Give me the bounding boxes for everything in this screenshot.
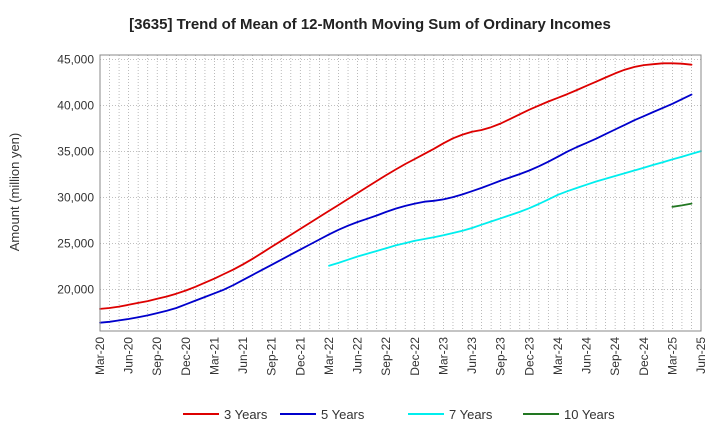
x-tick-label: Mar-21: [207, 337, 221, 375]
x-tick-label: Jun-23: [465, 337, 479, 374]
x-tick-label: Jun-24: [580, 337, 594, 374]
x-tick-label: Sep-22: [379, 337, 393, 376]
x-tick-label: Dec-23: [522, 337, 536, 376]
legend-label: 3 Years: [224, 407, 268, 422]
x-tick-label: Dec-22: [408, 337, 422, 376]
x-tick-label: Sep-23: [494, 337, 508, 376]
y-tick-label: 40,000: [57, 99, 94, 113]
x-tick-label: Sep-21: [265, 337, 279, 376]
series-line-10-years: [671, 202, 693, 208]
x-tick-label: Dec-20: [179, 337, 193, 376]
series-line-5-years: [99, 93, 693, 324]
series-lines: [99, 62, 702, 324]
x-tick-label: Mar-24: [551, 337, 565, 375]
x-tick-label: Jun-25: [694, 337, 708, 374]
plot-area-frame: [99, 54, 702, 332]
chart-title: [3635] Trend of Mean of 12-Month Moving …: [129, 16, 611, 33]
x-tick-label: Sep-24: [608, 337, 622, 376]
y-tick-label: 35,000: [57, 145, 94, 159]
x-tick-label: Jun-21: [236, 337, 250, 374]
x-tick-label: Dec-24: [637, 337, 651, 376]
legend-label: 5 Years: [321, 407, 365, 422]
grid: [99, 55, 702, 331]
y-tick-label: 45,000: [57, 53, 94, 67]
x-tick-label: Mar-25: [665, 337, 679, 375]
y-tick-label: 20,000: [57, 283, 94, 297]
y-tick-label: 25,000: [57, 237, 94, 251]
x-tick-label: Mar-23: [436, 337, 450, 375]
x-tick-label: Dec-21: [293, 337, 307, 376]
legend: 3 Years 5 Years 7 Years 10 Years: [183, 407, 615, 422]
series-line-3-years: [99, 62, 693, 310]
x-tick-label: Jun-20: [122, 337, 136, 374]
legend-label: 10 Years: [564, 407, 615, 422]
x-tick-label: Mar-20: [93, 337, 107, 375]
y-axis-label: Amount (million yen): [7, 133, 22, 252]
y-tick-labels: 20,000 25,000 30,000 35,000 40,000 45,000: [57, 53, 94, 297]
legend-label: 7 Years: [449, 407, 493, 422]
y-tick-label: 30,000: [57, 191, 94, 205]
x-tick-label: Jun-22: [351, 337, 365, 374]
x-tick-label: Mar-22: [322, 337, 336, 375]
series-line-7-years: [328, 150, 702, 267]
x-tick-labels: Mar-20 Jun-20 Sep-20 Dec-20 Mar-21 Jun-21 Sep-…: [93, 337, 708, 376]
x-tick-label: Sep-20: [150, 337, 164, 376]
